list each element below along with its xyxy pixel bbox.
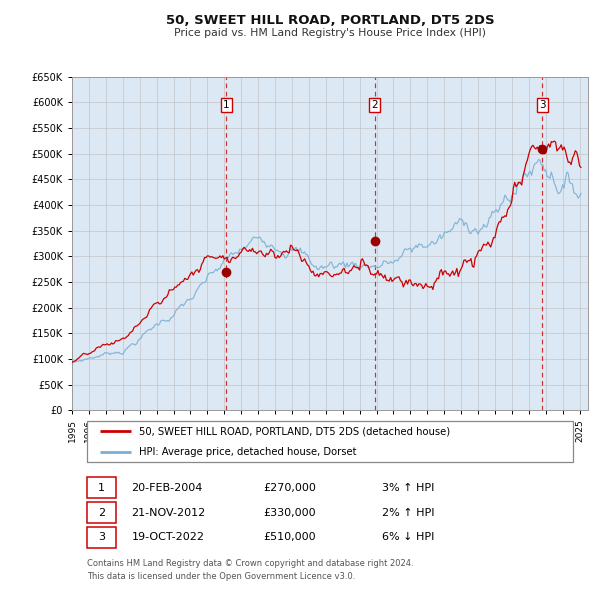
FancyBboxPatch shape — [88, 527, 116, 548]
Text: HPI: Average price, detached house, Dorset: HPI: Average price, detached house, Dors… — [139, 447, 356, 457]
FancyBboxPatch shape — [88, 502, 116, 523]
Text: 1: 1 — [98, 483, 105, 493]
Text: 50, SWEET HILL ROAD, PORTLAND, DT5 2DS: 50, SWEET HILL ROAD, PORTLAND, DT5 2DS — [166, 14, 494, 27]
Text: 50, SWEET HILL ROAD, PORTLAND, DT5 2DS (detached house): 50, SWEET HILL ROAD, PORTLAND, DT5 2DS (… — [139, 427, 450, 437]
Text: £330,000: £330,000 — [263, 507, 316, 517]
Text: 3: 3 — [98, 532, 105, 542]
Text: 2: 2 — [371, 100, 378, 110]
Text: 19-OCT-2022: 19-OCT-2022 — [131, 532, 205, 542]
Text: 6% ↓ HPI: 6% ↓ HPI — [382, 532, 434, 542]
Text: This data is licensed under the Open Government Licence v3.0.: This data is licensed under the Open Gov… — [88, 572, 356, 581]
Text: 21-NOV-2012: 21-NOV-2012 — [131, 507, 206, 517]
Text: £270,000: £270,000 — [263, 483, 316, 493]
FancyBboxPatch shape — [88, 477, 116, 499]
Text: 2% ↑ HPI: 2% ↑ HPI — [382, 507, 434, 517]
FancyBboxPatch shape — [88, 421, 572, 461]
Text: Price paid vs. HM Land Registry's House Price Index (HPI): Price paid vs. HM Land Registry's House … — [174, 28, 486, 38]
Text: 3: 3 — [539, 100, 545, 110]
Text: 1: 1 — [223, 100, 230, 110]
Text: 20-FEB-2004: 20-FEB-2004 — [131, 483, 203, 493]
Text: 3% ↑ HPI: 3% ↑ HPI — [382, 483, 434, 493]
Text: £510,000: £510,000 — [263, 532, 316, 542]
Text: Contains HM Land Registry data © Crown copyright and database right 2024.: Contains HM Land Registry data © Crown c… — [88, 559, 414, 568]
Text: 2: 2 — [98, 507, 105, 517]
